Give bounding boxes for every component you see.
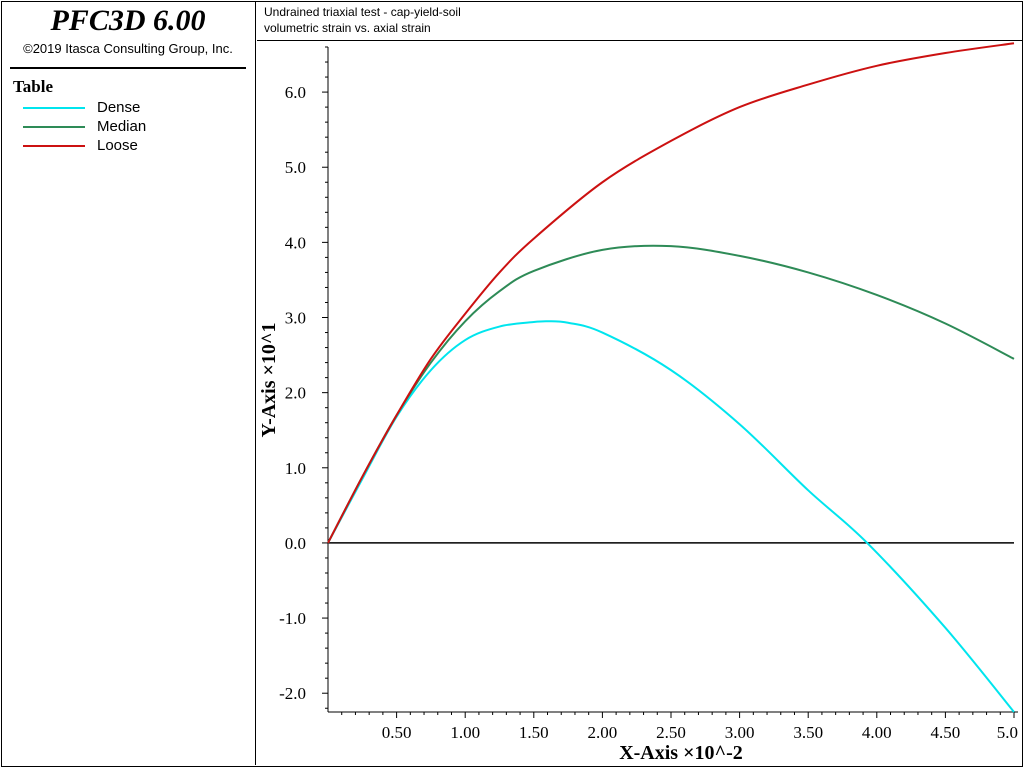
y-tick-label: 0.0 [285, 534, 306, 553]
plot-header: Undrained triaxial test - cap-yield-soil… [257, 1, 1022, 41]
x-tick-label: 4.00 [862, 723, 892, 742]
x-tick-label: 3.00 [725, 723, 755, 742]
x-tick-label: 4.50 [931, 723, 961, 742]
plot-header-subtitle: volumetric strain vs. axial strain [264, 21, 431, 35]
x-tick-label: 0.50 [382, 723, 412, 742]
legend-item-loose: Loose [23, 137, 243, 155]
y-tick-label: 5.0 [285, 158, 306, 177]
legend-swatch-median [23, 126, 85, 128]
y-tick-label: 2.0 [285, 384, 306, 403]
legend-title: Table [13, 77, 54, 96]
x-tick-label: 2.50 [656, 723, 686, 742]
x-tick-label: 1.50 [519, 723, 549, 742]
series-line-median [327, 244, 1015, 544]
series-line-loose [327, 42, 1015, 544]
legend-item-median: Median [23, 118, 243, 136]
x-tick-label: 1.00 [450, 723, 480, 742]
y-tick-label: -1.0 [279, 609, 306, 628]
plot-header-title: Undrained triaxial test - cap-yield-soil [264, 5, 461, 19]
y-tick-label: -2.0 [279, 684, 306, 703]
y-tick-label: 4.0 [285, 233, 306, 252]
legend-label-loose: Loose [97, 137, 138, 154]
y-axis-label: Y-Axis ×10^1 [258, 322, 280, 437]
legend-swatch-loose [23, 145, 85, 147]
y-tick-label: 6.0 [285, 83, 306, 102]
side-divider [10, 67, 246, 69]
x-tick-label: 5.0 [997, 723, 1018, 742]
copyright-text: ©2019 Itasca Consulting Group, Inc. [23, 41, 233, 56]
x-axis-label: X-Axis ×10^-2 [619, 742, 743, 764]
legend-swatch-dense [23, 107, 85, 109]
series-line-dense [327, 320, 1015, 713]
x-tick-label: 3.50 [793, 723, 823, 742]
side-panel: PFC3D 6.00 ©2019 Itasca Consulting Group… [1, 1, 256, 765]
y-tick-label: 3.0 [285, 309, 306, 328]
legend-item-dense: Dense [23, 99, 243, 117]
app-title: PFC3D 6.00 [50, 4, 206, 37]
legend-label-dense: Dense [97, 99, 141, 116]
y-tick-label: 1.0 [285, 459, 306, 478]
legend-label-median: Median [97, 118, 147, 135]
x-tick-label: 2.00 [588, 723, 618, 742]
